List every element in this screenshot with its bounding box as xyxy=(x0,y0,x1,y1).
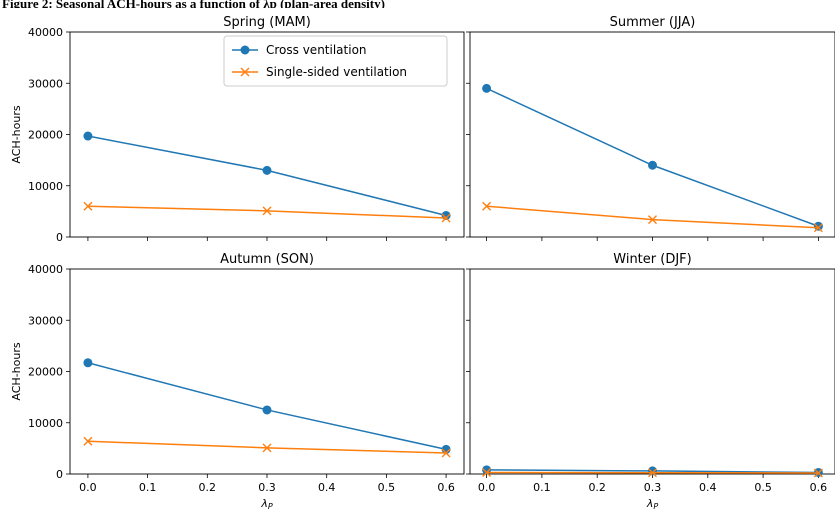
y-tick-label: 30000 xyxy=(28,314,63,327)
panel-1: Spring (MAM) 0 10000 20000 30000 40000 ACH-hou… xyxy=(10,15,464,244)
data-point xyxy=(482,84,491,93)
legend-marker xyxy=(241,46,250,55)
x-tick-label: 0.6 xyxy=(810,481,828,494)
plot-frame xyxy=(470,269,835,474)
legend-label: Single-sided ventilation xyxy=(266,65,407,79)
y-tick-label: 0 xyxy=(56,231,63,244)
x-tick-label: 0.6 xyxy=(437,481,455,494)
data-point xyxy=(263,166,272,175)
legend-label: Cross ventilation xyxy=(266,43,367,57)
x-tick-label: 0.1 xyxy=(139,481,157,494)
panel-title: Summer (JJA) xyxy=(610,15,696,30)
panel-title: Spring (MAM) xyxy=(223,15,311,30)
series-line-1 xyxy=(88,136,446,215)
panel-2: Summer (JJA) xyxy=(466,15,835,241)
x-tick-label: 0.4 xyxy=(318,481,336,494)
data-point xyxy=(648,466,657,475)
x-tick-label: 0.2 xyxy=(588,481,606,494)
data-point xyxy=(83,132,92,141)
y-axis-label: ACH-hours xyxy=(10,105,23,163)
y-tick-label: 30000 xyxy=(28,77,63,90)
y-tick-label: 40000 xyxy=(28,26,63,39)
y-tick-label: 10000 xyxy=(28,180,63,193)
series-line-1 xyxy=(487,88,819,226)
y-axis-label: ACH-hours xyxy=(10,342,23,400)
x-tick-label: 0.2 xyxy=(199,481,217,494)
x-tick-label: 0.5 xyxy=(378,481,396,494)
data-point xyxy=(648,161,657,170)
x-tick-label: 0.3 xyxy=(258,481,276,494)
x-tick-label: 0.4 xyxy=(699,481,717,494)
panel-4: Winter (DJF) 0.0 0.1 0.2 0.3 0.4 0.5 0.6 λP xyxy=(466,252,835,511)
panel-title: Winter (DJF) xyxy=(613,252,691,267)
x-tick-label: 0.0 xyxy=(79,481,97,494)
y-tick-label: 20000 xyxy=(28,129,63,142)
data-point xyxy=(263,405,272,414)
panel-3: Autumn (SON) 0.0 0.1 0.2 0.3 0.4 0.5 0.6 0 10000 2… xyxy=(10,252,464,511)
x-axis-label: λP xyxy=(646,497,659,511)
data-point xyxy=(83,358,92,367)
series-line-2 xyxy=(88,206,446,218)
plot-frame xyxy=(470,32,835,237)
panel-title: Autumn (SON) xyxy=(220,252,314,267)
x-tick-label: 0.5 xyxy=(754,481,772,494)
series-line-2 xyxy=(487,206,819,228)
y-tick-label: 20000 xyxy=(28,366,63,379)
x-axis-label: λP xyxy=(260,497,273,511)
y-tick-label: 0 xyxy=(56,468,63,481)
x-tick-label: 0.1 xyxy=(533,481,551,494)
x-tick-label: 0.0 xyxy=(478,481,496,494)
data-point xyxy=(814,222,823,231)
y-tick-label: 40000 xyxy=(28,263,63,276)
x-tick-label: 0.3 xyxy=(644,481,662,494)
y-tick-label: 10000 xyxy=(28,417,63,430)
